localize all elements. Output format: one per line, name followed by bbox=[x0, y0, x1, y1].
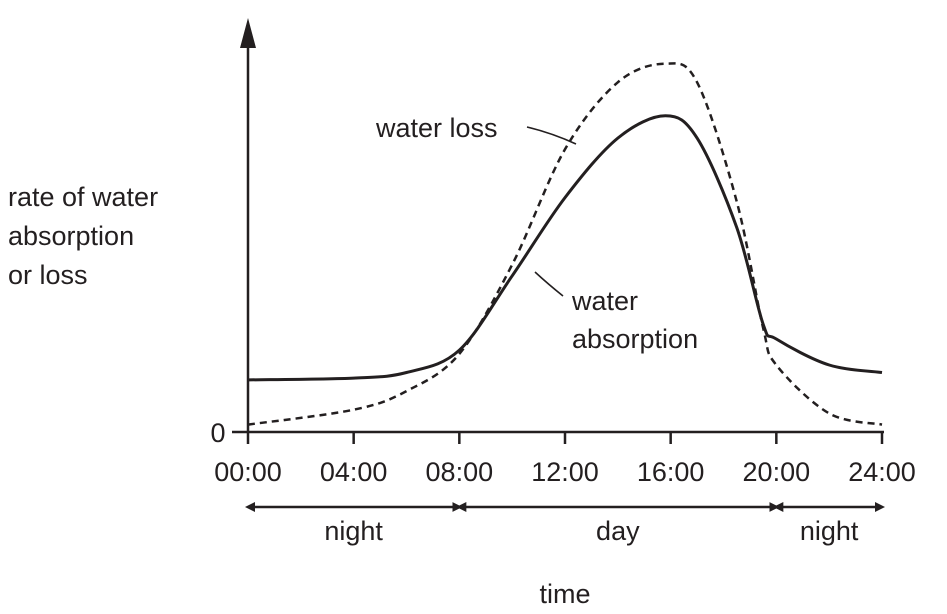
period-label-0: night bbox=[324, 516, 383, 546]
x-tick-label-4: 16:00 bbox=[637, 457, 705, 487]
period-label-2: night bbox=[800, 516, 859, 546]
x-axis-label: time bbox=[539, 579, 590, 609]
series-line-water-absorption bbox=[247, 114, 883, 382]
y-axis-label-line-1: rate of water bbox=[8, 182, 158, 212]
series-label-water-absorption-line-1: water bbox=[571, 286, 638, 316]
series-group bbox=[247, 62, 883, 426]
series-label-water-loss: water loss bbox=[375, 113, 498, 143]
water-absorption-leader-line bbox=[534, 271, 564, 297]
y-axis-label-line-3: or loss bbox=[8, 260, 88, 290]
y-axis-label-line-2: absorption bbox=[8, 221, 134, 251]
x-tick-label-1: 04:00 bbox=[320, 457, 388, 487]
series-line-water-loss bbox=[247, 62, 883, 426]
y-zero-label: 0 bbox=[210, 418, 225, 448]
x-tick-label-2: 08:00 bbox=[426, 457, 494, 487]
water-loss-leader-line bbox=[526, 126, 577, 145]
period-label-1: day bbox=[596, 516, 640, 546]
x-ticks: 00:00 04:00 08:00 12:00 16:00 20:00 24:00 bbox=[214, 432, 916, 487]
x-tick-label-5: 20:00 bbox=[743, 457, 811, 487]
x-tick-label-6: 24:00 bbox=[848, 457, 916, 487]
y-axis-arrowhead bbox=[240, 18, 256, 48]
period-arrows: night day night bbox=[245, 502, 885, 546]
x-tick-label-3: 12:00 bbox=[531, 457, 599, 487]
series-label-water-absorption-line-2: absorption bbox=[572, 324, 698, 354]
x-tick-label-0: 00:00 bbox=[214, 457, 282, 487]
